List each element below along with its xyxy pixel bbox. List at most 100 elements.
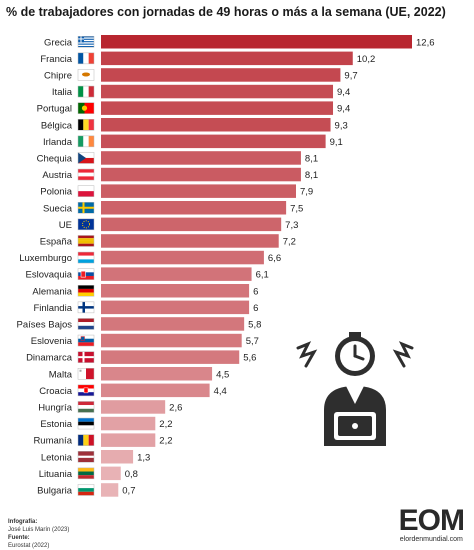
value-label: 7,5 xyxy=(290,203,303,214)
value-label: 1,3 xyxy=(137,452,150,463)
category-label: Rumanía xyxy=(33,436,72,447)
bar xyxy=(101,250,264,265)
value-label: 2,2 xyxy=(159,419,172,430)
bar xyxy=(101,35,412,49)
value-label: 8,1 xyxy=(305,170,318,181)
bar xyxy=(101,383,210,398)
category-label: Francia xyxy=(40,54,72,65)
bar xyxy=(101,466,121,481)
value-label: 10,2 xyxy=(357,54,376,65)
flag-malta-icon xyxy=(77,368,95,380)
category-label: UE xyxy=(59,220,72,231)
flag-poland-icon xyxy=(77,185,95,197)
value-label: 2,2 xyxy=(159,436,172,447)
flag-greece-icon xyxy=(77,36,95,48)
value-label: 6 xyxy=(253,286,258,297)
bar xyxy=(101,84,334,99)
flag-estonia-icon xyxy=(77,417,95,430)
category-label: Bulgaria xyxy=(37,485,73,496)
flag-portugal-icon xyxy=(77,102,95,114)
flag-czechia-icon xyxy=(77,152,95,164)
category-label: Croacia xyxy=(39,386,72,397)
credits-infografia-label: Infografía: xyxy=(8,519,38,525)
category-label: Malta xyxy=(49,369,73,380)
category-label: Países Bajos xyxy=(17,319,73,330)
bar xyxy=(101,167,301,182)
flag-hungary-icon xyxy=(77,401,95,413)
category-label: Lituania xyxy=(39,469,73,480)
chart-title: % de trabajadores con jornadas de 49 hor… xyxy=(6,5,446,19)
credits-infografia: José Luis Marín (2023) xyxy=(8,527,70,533)
flag-france-icon xyxy=(77,52,95,65)
category-label: Eslovenia xyxy=(31,336,73,347)
flag-sweden-icon xyxy=(77,202,95,214)
bar xyxy=(101,234,279,248)
value-label: 9,4 xyxy=(337,104,350,115)
bar xyxy=(101,284,250,298)
bar xyxy=(101,217,282,232)
brand-logo: EOM xyxy=(398,504,465,537)
value-label: 2,6 xyxy=(169,402,182,413)
category-label: Eslovaquia xyxy=(26,270,73,281)
value-label: 9,1 xyxy=(330,137,343,148)
flag-belgium-icon xyxy=(77,119,95,131)
flag-cyprus-icon xyxy=(77,69,95,81)
value-label: 4,5 xyxy=(216,369,229,380)
bar xyxy=(101,51,353,66)
flag-austria-icon xyxy=(77,168,95,181)
flag-spain-icon xyxy=(77,235,95,247)
value-label: 5,7 xyxy=(246,336,259,347)
bar xyxy=(101,68,341,82)
category-label: España xyxy=(40,236,73,247)
category-label: Grecia xyxy=(44,37,73,48)
bar xyxy=(101,101,334,115)
flag-germany-icon xyxy=(77,285,95,297)
flag-ireland-icon xyxy=(77,135,95,148)
category-label: Italia xyxy=(52,87,73,98)
flag-italy-icon xyxy=(77,85,95,98)
category-label: Luxemburgo xyxy=(19,253,72,264)
flag-lithuania-icon xyxy=(77,467,95,480)
value-label: 6,6 xyxy=(268,253,281,264)
value-label: 7,2 xyxy=(283,236,296,247)
value-label: 8,1 xyxy=(305,153,318,164)
flag-eu-icon xyxy=(77,218,95,231)
bar-chart: Grecia 12,6 Francia 10,2 Chipre 9,7 Italia 9,4 P… xyxy=(17,35,435,497)
bar xyxy=(101,433,156,447)
value-label: 5,6 xyxy=(243,353,256,364)
category-label: Bélgica xyxy=(41,120,73,131)
value-label: 4,4 xyxy=(214,386,227,397)
bar xyxy=(101,134,326,149)
flag-bulgaria-icon xyxy=(77,484,95,496)
flag-romania-icon xyxy=(77,434,95,446)
bar xyxy=(101,333,242,348)
bar xyxy=(101,416,156,431)
flag-netherlands-icon xyxy=(77,318,95,330)
bar xyxy=(101,201,287,215)
bar xyxy=(101,450,134,464)
bar xyxy=(101,367,213,381)
category-label: Chipre xyxy=(44,70,72,81)
value-label: 7,3 xyxy=(285,220,298,231)
bar xyxy=(101,184,296,198)
value-label: 9,7 xyxy=(344,70,357,81)
brand-site[interactable]: elordenmundial.com xyxy=(399,536,463,543)
value-label: 7,9 xyxy=(300,187,313,198)
bar xyxy=(101,151,301,165)
value-label: 0,8 xyxy=(125,469,138,480)
value-label: 12,6 xyxy=(416,37,435,48)
value-label: 6 xyxy=(253,303,258,314)
bar xyxy=(101,400,166,414)
flag-denmark-icon xyxy=(77,351,95,363)
value-label: 5,8 xyxy=(248,319,261,330)
category-label: Portugal xyxy=(37,104,72,115)
credits: Infografía: José Luis Marín (2023) Fuent… xyxy=(8,518,69,550)
category-label: Dinamarca xyxy=(26,353,73,364)
credits-fuente: Eurostat (2022) xyxy=(8,543,50,549)
category-label: Chequia xyxy=(37,153,73,164)
flag-finland-icon xyxy=(77,301,95,314)
value-label: 9,3 xyxy=(335,120,348,131)
value-label: 0,7 xyxy=(122,485,135,496)
bar xyxy=(101,317,245,331)
brand[interactable]: EOM elordenmundial.com xyxy=(398,504,465,544)
